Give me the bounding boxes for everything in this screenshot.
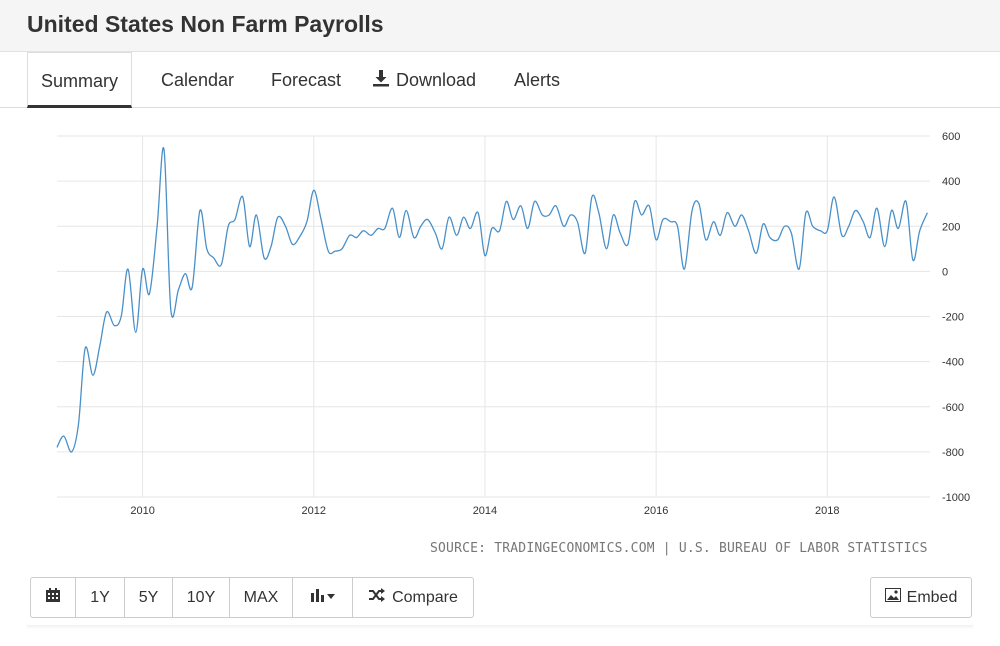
tab-download[interactable]: Download (372, 52, 476, 108)
page-header: United States Non Farm Payrolls (0, 0, 1000, 52)
x-tick-label: 2014 (473, 505, 497, 517)
range-5y-button[interactable]: 5Y (124, 577, 173, 618)
tab-label: Calendar (161, 70, 235, 90)
y-tick-label: 600 (942, 131, 960, 143)
range-label: 1Y (90, 588, 110, 606)
range-10y-button[interactable]: 10Y (172, 577, 230, 618)
range-label: MAX (243, 588, 279, 606)
source-text: SOURCE: TRADINGECONOMICS.COM | U.S. BURE… (430, 541, 928, 556)
y-tick-label: 0 (942, 266, 948, 278)
y-tick-label: -800 (942, 447, 964, 459)
chart-toolbar: 1Y 5Y 10Y MAX Compare (30, 577, 474, 618)
y-tick-label: -400 (942, 357, 964, 369)
tab-calendar[interactable]: Calendar (161, 52, 234, 108)
y-tick-label: 200 (942, 221, 960, 233)
x-tick-label: 2016 (644, 505, 668, 517)
tab-label: Download (396, 70, 477, 90)
series-line (56, 146, 928, 453)
tab-label: Alerts (514, 70, 561, 90)
range-1y-button[interactable]: 1Y (75, 577, 125, 618)
x-tick-label: 2010 (130, 505, 154, 517)
tab-label: Summary (40, 71, 118, 91)
shuffle-icon (368, 588, 392, 607)
tab-forecast[interactable]: Forecast (271, 52, 341, 108)
image-icon (884, 588, 907, 607)
range-label: 5Y (138, 588, 159, 606)
payrolls-line-chart[interactable]: 600 400 200 0 -200 -400 -600 -800 -1000 2010 2012 2… (0, 108, 1000, 538)
y-tick-label: 400 (942, 176, 960, 188)
x-tick-label: 2018 (815, 505, 839, 517)
compare-button[interactable]: Compare (352, 577, 474, 618)
tab-label: Forecast (271, 70, 342, 90)
divider (27, 625, 973, 629)
compare-label: Compare (392, 588, 458, 606)
tab-bar: Summary Calendar Forecast Download Alert… (0, 52, 1000, 108)
bar-chart-icon (310, 587, 336, 608)
download-icon (372, 53, 390, 109)
chart-type-dropdown[interactable] (292, 577, 353, 618)
tab-summary[interactable]: Summary (27, 52, 132, 108)
page-title: United States Non Farm Payrolls (27, 11, 384, 37)
embed-button[interactable]: Embed (870, 577, 972, 618)
y-tick-label: -1000 (942, 492, 970, 504)
tab-alerts[interactable]: Alerts (514, 52, 560, 108)
calendar-button[interactable] (30, 577, 76, 618)
chart-area[interactable]: 600 400 200 0 -200 -400 -600 -800 -1000 2010 2012 2… (0, 108, 1000, 538)
y-tick-label: -600 (942, 402, 964, 414)
range-label: 10Y (186, 588, 216, 606)
calendar-icon (45, 587, 61, 608)
range-max-button[interactable]: MAX (229, 577, 293, 618)
x-tick-label: 2012 (302, 505, 326, 517)
y-tick-label: -200 (942, 312, 964, 324)
embed-label: Embed (906, 588, 958, 606)
